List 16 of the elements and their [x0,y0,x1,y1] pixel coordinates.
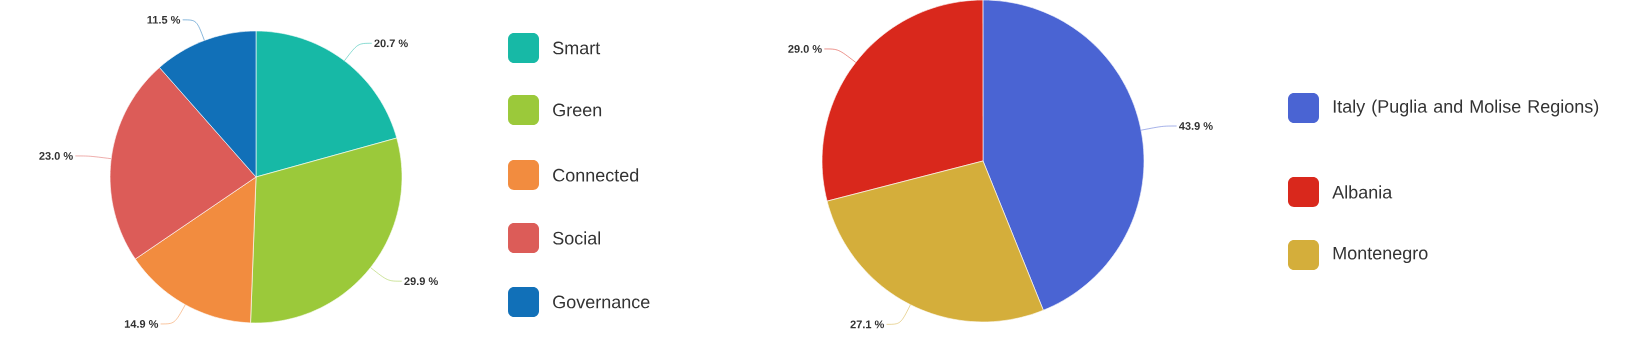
data-label: 27.1 % [850,320,885,329]
legend-label: Smart [553,41,601,55]
data-label: 14.9 % [124,320,159,328]
legend-label: Governance [553,295,650,309]
data-label: 11.5 % [147,15,181,24]
legend-label: Italy (Puglia and Molise Regions) [1333,99,1599,117]
data-label: 23.0 % [39,152,73,160]
data-label: 20.7 % [374,39,408,48]
data-label: 29.0 % [788,45,822,53]
legend-label: Connected [553,168,639,182]
legend-label: Albania [1332,185,1393,199]
legend-label: Social [553,231,601,245]
legend-label: Montenegro [1333,246,1428,264]
legend-label: Green [553,103,602,117]
data-label: 29.9 % [404,277,438,286]
data-label: 43.9 % [1178,122,1213,130]
